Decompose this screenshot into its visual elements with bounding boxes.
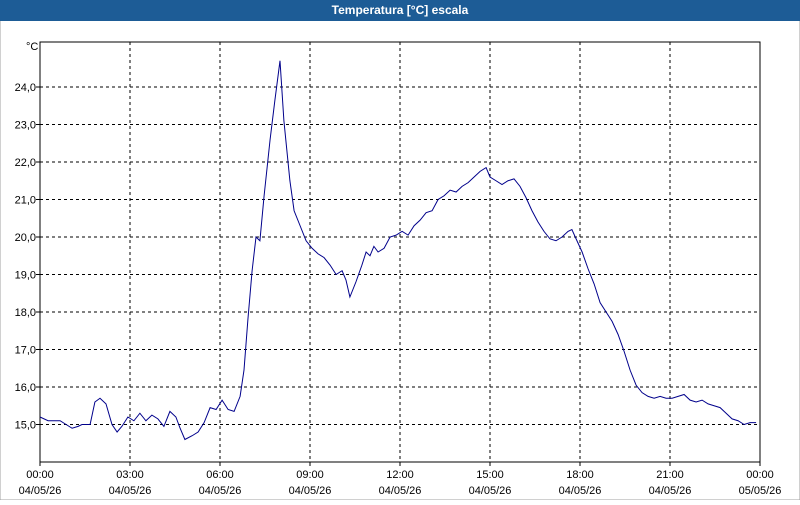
y-tick-label: 16,0 (15, 382, 36, 394)
y-tick-label: 18,0 (15, 307, 36, 319)
y-tick-label: 23,0 (15, 120, 36, 132)
y-tick-label: 24,0 (15, 82, 36, 94)
x-tick-label: 18:00 04/05/26 (559, 469, 602, 497)
plot-frame (39, 41, 761, 463)
y-tick-label: 15,0 (15, 420, 36, 432)
y-unit: °C (26, 41, 38, 53)
x-tick-label: 03:00 04/05/26 (109, 469, 152, 497)
y-tick-label: 22,0 (15, 157, 36, 169)
chart-title: Temperatura [°C] escala (332, 3, 469, 17)
y-tick-label: 21,0 (15, 195, 36, 207)
x-tick-label: 06:00 04/05/26 (199, 469, 242, 497)
x-tick-label: 12:00 04/05/26 (379, 469, 422, 497)
y-tick-label: 17,0 (15, 345, 36, 357)
x-tick-label: 09:00 04/05/26 (289, 469, 332, 497)
y-tick-label: 19,0 (15, 270, 36, 282)
x-tick-label: 15:00 04/05/26 (469, 469, 512, 497)
title-bar (0, 0, 800, 21)
x-tick-label: 00:00 04/05/26 (19, 469, 62, 497)
y-tick-label: 20,0 (15, 232, 36, 244)
series-line (39, 60, 757, 441)
x-tick-label: 00:00 05/05/26 (739, 469, 782, 497)
x-tick-label: 21:00 04/05/26 (649, 469, 692, 497)
